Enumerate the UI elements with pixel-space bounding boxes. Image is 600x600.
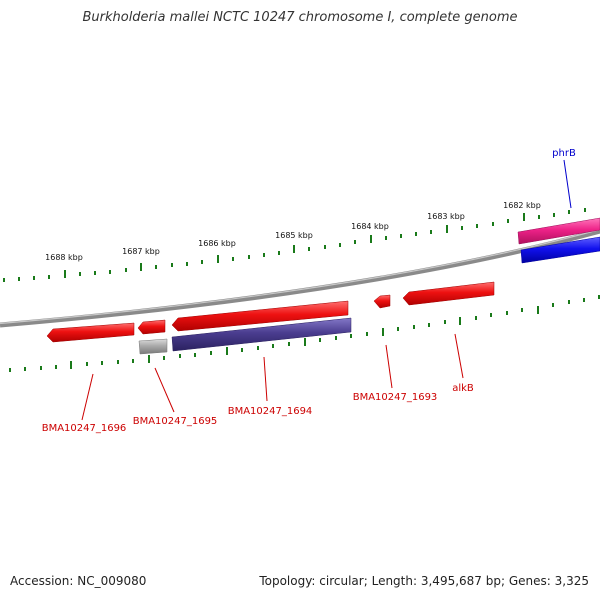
- connector-alkB: [454, 333, 464, 379]
- inner-scale: [9, 295, 600, 372]
- genes-label: Genes:: [508, 574, 551, 588]
- gene-phrB-feature[interactable]: [520, 236, 600, 264]
- connector-BMA10247_1695: [154, 367, 175, 413]
- topology-value: circular: [319, 574, 364, 588]
- connector-BMA10247_1693: [385, 344, 393, 389]
- gene-label-BMA10247_1693[interactable]: BMA10247_1693: [353, 392, 438, 403]
- scale-label-1682: 1682 kbp: [503, 201, 541, 210]
- accession-label: Accession:: [10, 574, 74, 588]
- scale-labels: 1688 kbp 1687 kbp 1686 kbp 1685 kbp 1684…: [45, 201, 541, 262]
- outer-scale: [3, 208, 586, 282]
- gene-BMA10247_1695-feature[interactable]: [137, 319, 166, 335]
- gene-label-BMA10247_1696[interactable]: BMA10247_1696: [42, 423, 127, 434]
- scale-label-1688: 1688 kbp: [45, 253, 83, 262]
- gene-magenta-feature[interactable]: [517, 217, 600, 245]
- gene-BMA10247_1693-feature[interactable]: [373, 294, 391, 309]
- gene-label-BMA10247_1694[interactable]: BMA10247_1694: [228, 406, 313, 417]
- chromosome-backbone-highlight: [0, 228, 600, 325]
- scale-label-1683: 1683 kbp: [427, 212, 465, 221]
- label-connectors: [81, 159, 572, 421]
- gene-label-BMA10247_1695[interactable]: BMA10247_1695: [133, 416, 218, 427]
- gene-purple-feature[interactable]: [171, 317, 352, 352]
- gene-BMA10247_1694-feature[interactable]: [171, 300, 349, 332]
- topology-label: Topology:: [259, 574, 316, 588]
- gene-BMA10247_1696-feature[interactable]: [46, 322, 135, 343]
- scale-label-1687: 1687 kbp: [122, 247, 160, 256]
- connector-phrB: [563, 159, 572, 209]
- gene-gray-feature[interactable]: [138, 338, 168, 355]
- gene-label-phrB[interactable]: phrB: [552, 148, 576, 159]
- connector-BMA10247_1696: [81, 373, 94, 421]
- genes-value: 3,325: [554, 574, 589, 588]
- connector-BMA10247_1694: [263, 356, 268, 402]
- gene-alkB-feature[interactable]: [402, 281, 495, 306]
- scale-label-1686: 1686 kbp: [198, 239, 236, 248]
- genome-stats: Topology: circular; Length: 3,495,687 bp…: [259, 574, 589, 588]
- length-label: Length:: [371, 574, 418, 588]
- accession-info: Accession: NC_009080: [10, 574, 146, 588]
- length-value: 3,495,687 bp: [420, 574, 501, 588]
- gene-label-alkB[interactable]: alkB: [452, 383, 474, 394]
- scale-label-1684: 1684 kbp: [351, 222, 389, 231]
- scale-label-1685: 1685 kbp: [275, 231, 313, 240]
- accession-value: NC_009080: [77, 574, 147, 588]
- gene-labels: phrB BMA10247_1696 BMA10247_1695 BMA1024…: [42, 148, 576, 434]
- map-title: Burkholderia mallei NCTC 10247 chromosom…: [82, 10, 518, 25]
